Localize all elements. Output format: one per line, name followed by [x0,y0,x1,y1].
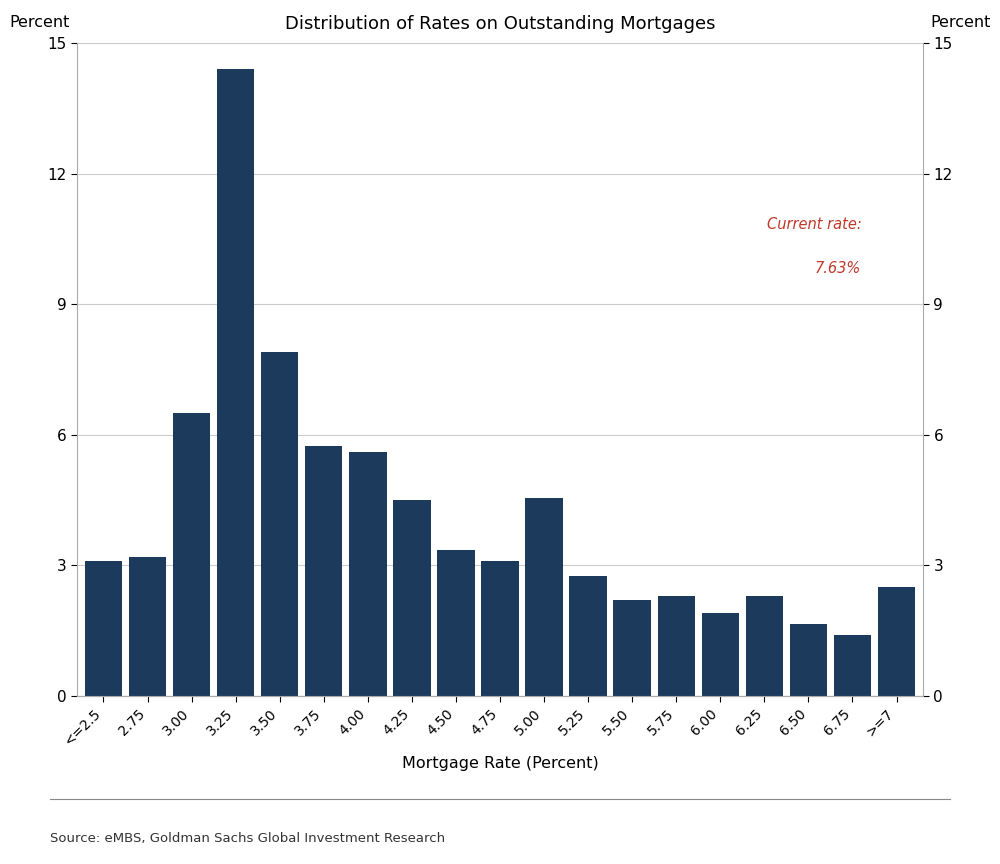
Bar [349,452,387,696]
Bar [85,561,122,696]
X-axis label: Mortgage Rate (Percent): Mortgage Rate (Percent) [402,756,598,772]
Text: Current rate:: Current rate: [767,217,861,232]
Bar [746,595,783,696]
Bar [217,69,254,696]
Bar [525,498,563,696]
Text: Percent: Percent [9,16,70,30]
Bar [658,595,695,696]
Bar [878,587,915,696]
Text: Source: eMBS, Goldman Sachs Global Investment Research: Source: eMBS, Goldman Sachs Global Inves… [50,832,445,845]
Bar [613,600,651,696]
Bar [702,613,739,696]
Title: Distribution of Rates on Outstanding Mortgages: Distribution of Rates on Outstanding Mor… [285,16,715,34]
Bar [569,576,607,696]
Bar [790,624,827,696]
Bar [481,561,519,696]
Bar [834,635,871,696]
Bar [173,413,210,696]
Bar [261,353,298,696]
Bar [129,556,166,696]
Text: Percent: Percent [930,16,991,30]
Bar [437,550,475,696]
Text: 7.63%: 7.63% [815,261,861,276]
Bar [305,446,342,696]
Bar [393,500,431,696]
